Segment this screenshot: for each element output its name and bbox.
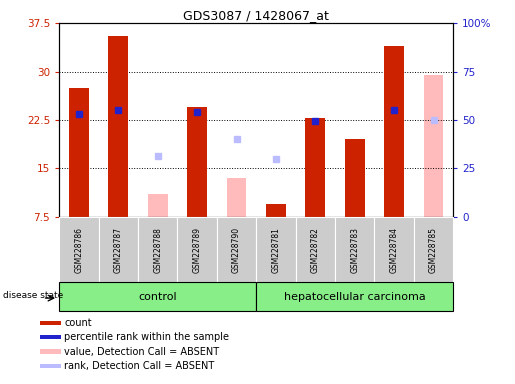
Bar xyxy=(414,217,453,282)
Bar xyxy=(40,364,61,368)
Bar xyxy=(335,217,374,282)
Bar xyxy=(374,217,414,282)
Bar xyxy=(384,46,404,217)
Text: value, Detection Call = ABSENT: value, Detection Call = ABSENT xyxy=(64,346,219,356)
Bar xyxy=(256,217,296,282)
Text: count: count xyxy=(64,318,92,328)
Text: GSM228788: GSM228788 xyxy=(153,227,162,273)
Text: GSM228782: GSM228782 xyxy=(311,227,320,273)
Text: disease state: disease state xyxy=(3,291,63,300)
Bar xyxy=(138,217,177,282)
Text: GSM228781: GSM228781 xyxy=(271,227,280,273)
Bar xyxy=(305,118,325,217)
Bar xyxy=(40,349,61,354)
Bar xyxy=(227,178,246,217)
Bar xyxy=(424,75,443,217)
Bar xyxy=(177,217,217,282)
Bar xyxy=(59,217,99,282)
Text: GSM228787: GSM228787 xyxy=(114,227,123,273)
Text: GSM228783: GSM228783 xyxy=(350,227,359,273)
Text: GSM228789: GSM228789 xyxy=(193,227,201,273)
Text: control: control xyxy=(139,291,177,302)
Text: GSM228790: GSM228790 xyxy=(232,227,241,273)
Text: percentile rank within the sample: percentile rank within the sample xyxy=(64,332,229,342)
Text: rank, Detection Call = ABSENT: rank, Detection Call = ABSENT xyxy=(64,361,214,371)
Bar xyxy=(296,217,335,282)
Bar xyxy=(266,204,286,217)
Bar xyxy=(69,88,89,217)
Bar xyxy=(256,282,453,311)
Bar xyxy=(217,217,256,282)
Bar xyxy=(345,139,365,217)
Bar xyxy=(187,107,207,217)
Text: GSM228785: GSM228785 xyxy=(429,227,438,273)
Bar xyxy=(148,194,167,217)
Text: GSM228784: GSM228784 xyxy=(390,227,399,273)
Title: GDS3087 / 1428067_at: GDS3087 / 1428067_at xyxy=(183,9,329,22)
Bar xyxy=(40,335,61,339)
Text: GSM228786: GSM228786 xyxy=(75,227,83,273)
Bar xyxy=(40,321,61,325)
Bar xyxy=(99,217,138,282)
Bar xyxy=(59,282,256,311)
Text: hepatocellular carcinoma: hepatocellular carcinoma xyxy=(284,291,425,302)
Bar xyxy=(109,36,128,217)
